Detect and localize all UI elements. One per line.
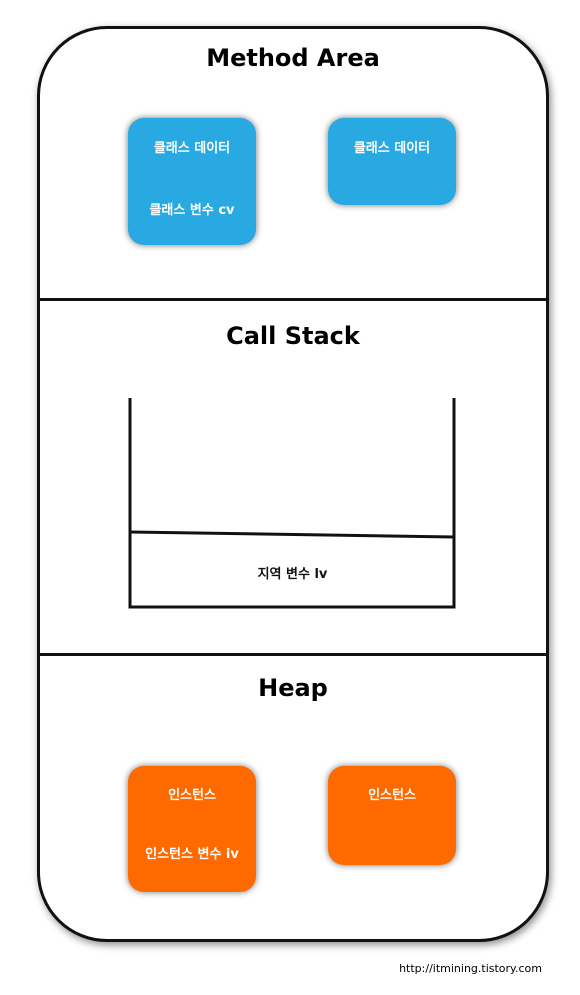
class-data-label: 클래스 데이터 [153,141,231,156]
heap-divider [37,653,549,656]
instance-box-2: 인스턴스 [328,766,456,865]
source-url: http://itmining.tistory.com [399,962,542,975]
instance-label: 인스턴스 [168,788,216,803]
local-variable-label: 지역 변수 lv [257,567,328,582]
call-stack-title: Call Stack [226,322,360,350]
method-area-title: Method Area [206,44,380,72]
method-area-divider [37,298,549,301]
instance-box-1: 인스턴스 인스턴스 변수 iv [128,766,256,892]
class-data-box-1: 클래스 데이터 클래스 변수 cv [128,118,256,245]
instance-variable-label: 인스턴스 변수 iv [145,847,239,862]
class-variable-label: 클래스 변수 cv [149,203,235,218]
stack-frame-top [129,530,455,539]
heap-title: Heap [258,674,328,702]
class-data-label: 클래스 데이터 [353,141,431,156]
memory-diagram-frame [37,26,549,942]
class-data-box-2: 클래스 데이터 [328,118,456,205]
instance-label: 인스턴스 [368,788,416,803]
